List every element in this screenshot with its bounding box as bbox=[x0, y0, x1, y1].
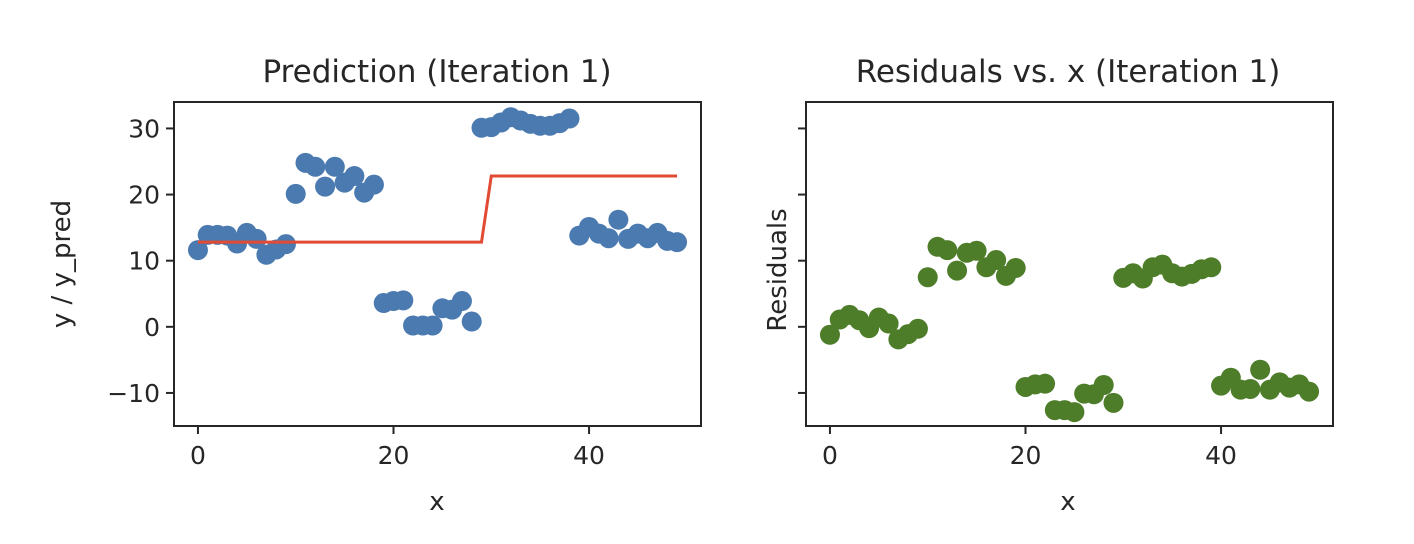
data-point bbox=[917, 267, 938, 288]
x-tick-label: 20 bbox=[378, 441, 410, 470]
prediction-chart: Prediction (Iteration 1) x y / y_pred 0 2… bbox=[47, 54, 702, 517]
y-tick-label: 20 bbox=[128, 181, 160, 210]
x-tick-label: 0 bbox=[822, 441, 838, 470]
x-axis-label: x bbox=[429, 487, 444, 517]
data-point bbox=[1005, 257, 1026, 278]
data-point bbox=[1093, 375, 1114, 396]
data-point bbox=[246, 228, 267, 249]
data-point bbox=[907, 318, 928, 339]
data-point bbox=[461, 311, 482, 332]
residuals-chart: Residuals vs. x (Iteration 1) x Residual… bbox=[763, 54, 1334, 517]
chart-title: Prediction (Iteration 1) bbox=[262, 54, 611, 90]
data-point bbox=[363, 174, 384, 195]
y-axis-label: y / y_pred bbox=[47, 200, 77, 328]
data-point bbox=[1035, 373, 1056, 394]
data-point bbox=[1064, 402, 1085, 423]
y-tick-label: 30 bbox=[128, 114, 160, 143]
data-point bbox=[598, 228, 619, 249]
axes-frame bbox=[173, 101, 702, 427]
data-point bbox=[275, 234, 296, 255]
data-marks bbox=[819, 236, 1320, 423]
data-point bbox=[451, 291, 472, 312]
data-point bbox=[947, 260, 968, 281]
data-point bbox=[608, 209, 629, 230]
data-point bbox=[1299, 381, 1320, 402]
y-tick-label: 0 bbox=[144, 313, 160, 342]
x-axis-label: x bbox=[1060, 487, 1075, 517]
ticks: 0 20 40 bbox=[798, 127, 1237, 470]
data-point bbox=[559, 108, 580, 129]
data-point bbox=[986, 250, 1007, 271]
data-point bbox=[422, 315, 443, 336]
prediction-line bbox=[197, 174, 678, 244]
data-point bbox=[305, 156, 326, 177]
data-point bbox=[285, 183, 306, 204]
data-point bbox=[667, 232, 688, 253]
data-point bbox=[344, 166, 365, 187]
chart-title: Residuals vs. x (Iteration 1) bbox=[856, 54, 1281, 90]
data-point bbox=[324, 156, 345, 177]
data-point bbox=[187, 240, 208, 261]
data-point bbox=[1201, 257, 1222, 278]
data-point bbox=[966, 240, 987, 261]
data-point bbox=[1240, 378, 1261, 399]
data-marks bbox=[187, 107, 688, 336]
x-tick-label: 40 bbox=[573, 441, 605, 470]
x-tick-label: 0 bbox=[190, 441, 206, 470]
y-tick-label: −10 bbox=[107, 379, 160, 408]
y-axis-label: Residuals bbox=[763, 208, 793, 331]
data-point bbox=[393, 290, 414, 311]
data-point bbox=[1103, 392, 1124, 413]
axes-frame bbox=[805, 101, 1334, 427]
x-tick-label: 40 bbox=[1205, 441, 1237, 470]
data-point bbox=[315, 176, 336, 197]
data-point bbox=[1250, 359, 1271, 380]
y-tick-label: 10 bbox=[128, 247, 160, 276]
data-point bbox=[937, 240, 958, 261]
ticks: 0 20 40 −10 0 10 20 30 bbox=[107, 114, 605, 470]
data-point bbox=[878, 313, 899, 334]
x-tick-label: 20 bbox=[1010, 441, 1042, 470]
data-point bbox=[819, 324, 840, 345]
